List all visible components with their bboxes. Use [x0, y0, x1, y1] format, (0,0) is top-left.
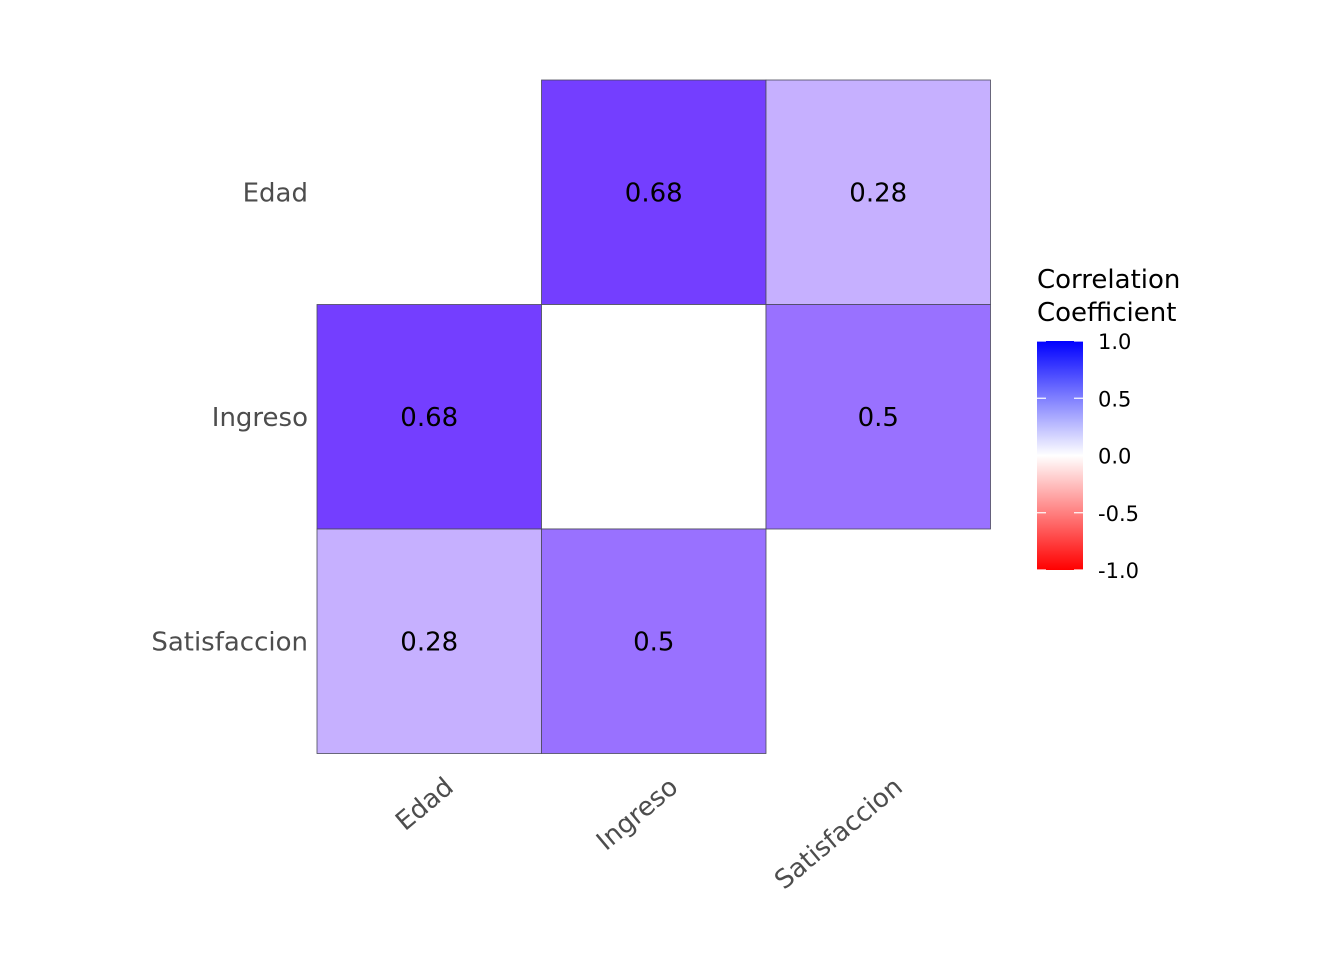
cell-value-label: 0.5 [858, 403, 899, 433]
heatmap-cell-edad-ingreso [541, 79, 767, 305]
cell-value-label: 0.68 [625, 178, 683, 208]
legend-tick-label: -1.0 [1098, 559, 1139, 583]
heatmap-cell-edad-satisfaccion [765, 79, 991, 305]
y-tick-label: Ingreso [212, 403, 308, 433]
y-axis: Edad Ingreso Satisfaccion [151, 178, 308, 657]
color-legend: Correlation Coefficient 1.0 0.5 0.0 -0.5 -1.… [1037, 265, 1180, 583]
heatmap-cell-satisfaccion-ingreso [541, 528, 767, 754]
x-tick-label: Ingreso [591, 772, 684, 857]
legend-ticks: 1.0 0.5 0.0 -0.5 -1.0 [1037, 330, 1139, 583]
heatmap-cell-labels: 0.68 0.28 0.68 0.5 0.28 0.5 [400, 178, 907, 657]
legend-title-line-1: Correlation [1037, 265, 1180, 295]
cell-value-label: 0.5 [633, 627, 674, 657]
x-tick-label: Edad [390, 772, 459, 837]
heatmap-cell-ingreso-edad [316, 304, 542, 530]
heatmap-cell-ingreso-satisfaccion [765, 304, 991, 530]
y-tick-label: Edad [243, 178, 308, 208]
legend-tick-label: 1.0 [1098, 330, 1131, 354]
legend-title-line-2: Coefficient [1037, 298, 1176, 328]
x-axis: Edad Ingreso Satisfaccion [390, 772, 908, 896]
legend-tick-label: -0.5 [1098, 502, 1139, 526]
y-tick-label: Satisfaccion [151, 627, 308, 657]
heatmap-cell-ingreso-ingreso [541, 304, 767, 530]
heatmap-cells [316, 79, 991, 754]
legend-tick-label: 0.5 [1098, 387, 1131, 411]
cell-value-label: 0.28 [400, 627, 458, 657]
legend-tick-label: 0.0 [1098, 445, 1131, 469]
cell-value-label: 0.68 [400, 403, 458, 433]
heatmap-cell-satisfaccion-edad [316, 528, 542, 754]
cell-value-label: 0.28 [849, 178, 907, 208]
x-tick-label: Satisfaccion [769, 772, 908, 896]
